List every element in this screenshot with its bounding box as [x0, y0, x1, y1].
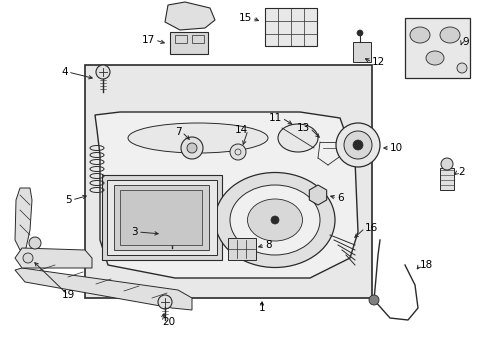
- Polygon shape: [15, 248, 92, 268]
- Bar: [227, 238, 256, 260]
- Text: 20: 20: [162, 317, 175, 327]
- Bar: [264, 8, 316, 46]
- Bar: [175, 35, 186, 43]
- Bar: [192, 35, 203, 43]
- Polygon shape: [95, 112, 357, 278]
- Circle shape: [343, 131, 371, 159]
- Text: 10: 10: [389, 143, 402, 153]
- Circle shape: [186, 143, 197, 153]
- Circle shape: [181, 137, 203, 159]
- Text: 3: 3: [131, 227, 138, 237]
- Text: 17: 17: [142, 35, 155, 45]
- Circle shape: [335, 123, 379, 167]
- Circle shape: [270, 216, 279, 224]
- Bar: [107, 180, 217, 255]
- Polygon shape: [164, 2, 215, 30]
- Text: 2: 2: [457, 167, 464, 177]
- Text: 1: 1: [258, 303, 265, 313]
- Circle shape: [352, 140, 362, 150]
- Circle shape: [440, 158, 452, 170]
- Ellipse shape: [215, 172, 334, 267]
- Ellipse shape: [229, 185, 319, 255]
- Text: 18: 18: [419, 260, 432, 270]
- Circle shape: [23, 253, 33, 263]
- Text: 6: 6: [336, 193, 343, 203]
- Bar: [352, 42, 370, 62]
- Circle shape: [356, 30, 362, 36]
- Ellipse shape: [409, 27, 429, 43]
- Text: 5: 5: [65, 195, 72, 205]
- Text: 15: 15: [238, 13, 251, 23]
- Bar: [120, 190, 202, 245]
- Circle shape: [96, 65, 110, 79]
- Bar: [439, 168, 453, 190]
- Bar: [170, 32, 207, 54]
- Text: 19: 19: [61, 290, 75, 300]
- Ellipse shape: [128, 123, 267, 153]
- Polygon shape: [15, 268, 192, 310]
- Text: 7: 7: [175, 127, 182, 137]
- Ellipse shape: [439, 27, 459, 43]
- Bar: [102, 175, 222, 260]
- Bar: [114, 185, 208, 250]
- Bar: [404, 18, 469, 78]
- Circle shape: [456, 63, 466, 73]
- Circle shape: [158, 295, 172, 309]
- Text: 13: 13: [296, 123, 309, 133]
- Polygon shape: [15, 188, 32, 250]
- Circle shape: [164, 221, 179, 235]
- Text: 11: 11: [268, 113, 282, 123]
- Ellipse shape: [425, 51, 443, 65]
- Text: 4: 4: [61, 67, 68, 77]
- Text: 12: 12: [371, 57, 385, 67]
- Circle shape: [29, 237, 41, 249]
- Text: 16: 16: [364, 223, 378, 233]
- Ellipse shape: [247, 199, 302, 241]
- Ellipse shape: [278, 124, 317, 152]
- Text: 8: 8: [264, 240, 271, 250]
- Bar: [85, 65, 371, 298]
- Text: 14: 14: [234, 125, 247, 135]
- Circle shape: [368, 295, 378, 305]
- Circle shape: [229, 144, 245, 160]
- Text: 9: 9: [461, 37, 468, 47]
